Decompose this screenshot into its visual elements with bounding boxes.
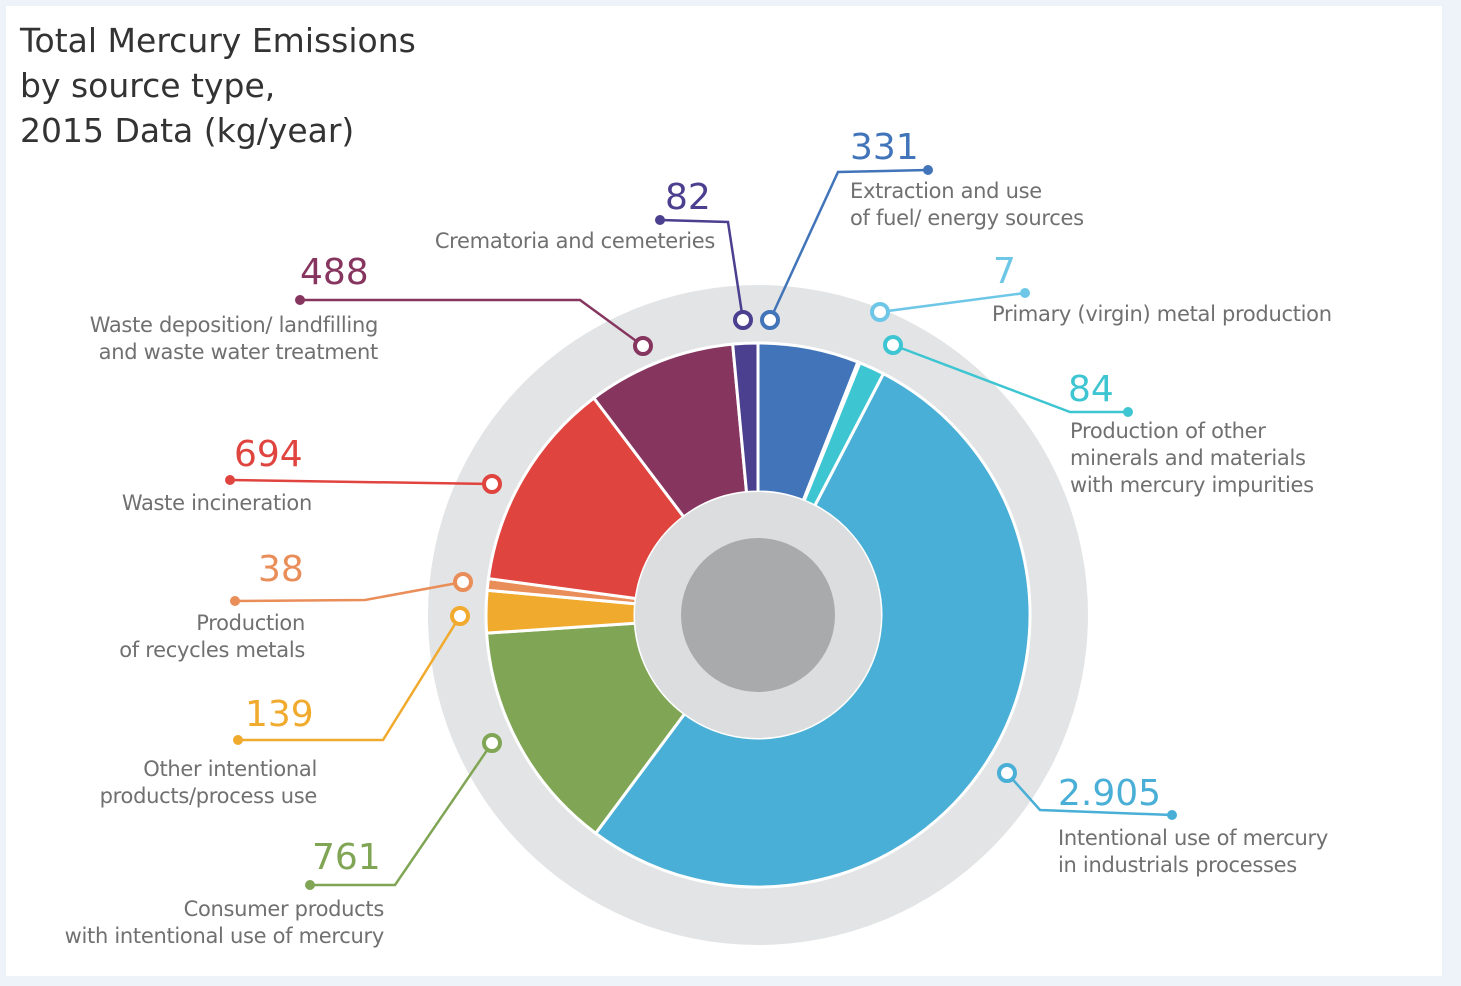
category-label: Crematoria and cemeteries: [434, 229, 715, 253]
category-label: Intentional use of mercury in industrial…: [1058, 826, 1328, 877]
callout-line: [879, 291, 1026, 314]
callout-line: [659, 218, 745, 321]
callout-end: [1123, 407, 1133, 417]
callout-marker: [482, 733, 502, 753]
callout-line: [1006, 772, 1173, 817]
callout-marker: [482, 474, 502, 494]
value-label: 7: [993, 251, 1016, 292]
callout-marker: [450, 606, 470, 626]
callout-end: [230, 596, 240, 606]
callout-marker: [997, 763, 1017, 783]
value-label: 2.905: [1058, 773, 1162, 814]
value-label: 84: [1068, 369, 1114, 410]
callout-line: [768, 168, 929, 321]
callout-line: [300, 298, 644, 348]
category-label: Consumer products with intentional use o…: [64, 897, 385, 948]
category-label: Production of recycles metals: [119, 611, 305, 662]
value-label: 761: [312, 837, 381, 878]
callout-marker: [883, 335, 903, 355]
callout-end: [1020, 288, 1030, 298]
category-label: Other intentional products/process use: [99, 757, 318, 808]
callout-line: [892, 343, 1128, 414]
value-label: 488: [300, 252, 369, 293]
value-label: 694: [234, 434, 303, 475]
callout-marker: [453, 572, 473, 592]
value-label: 331: [850, 127, 919, 168]
callout-line: [234, 580, 464, 603]
category-label: Waste incineration: [121, 491, 312, 515]
callout-end: [1167, 810, 1177, 820]
value-label: 82: [665, 177, 711, 218]
callout-marker: [870, 302, 890, 322]
category-label: Production of other minerals and materia…: [1070, 419, 1314, 497]
callout-end: [305, 880, 315, 890]
category-label: Extraction and use of fuel/ energy sourc…: [850, 179, 1084, 230]
category-label: Primary (virgin) metal production: [992, 302, 1332, 326]
callout-end: [655, 215, 665, 225]
category-label: Waste deposition/ landfilling and waste …: [89, 313, 379, 364]
callout-marker: [633, 336, 653, 356]
callout-marker: [733, 310, 753, 330]
callout-end: [923, 165, 933, 175]
callout-line: [310, 742, 494, 887]
callout-end: [225, 475, 235, 485]
center-disc: [681, 538, 835, 692]
callout-line: [229, 478, 493, 486]
callout-marker: [760, 310, 780, 330]
chart-title: Total Mercury Emissions by source type, …: [20, 21, 416, 150]
value-label: 38: [258, 549, 304, 590]
callout-end: [233, 735, 243, 745]
value-label: 139: [245, 694, 314, 735]
callout-line: [238, 615, 462, 742]
callout-end: [295, 295, 305, 305]
